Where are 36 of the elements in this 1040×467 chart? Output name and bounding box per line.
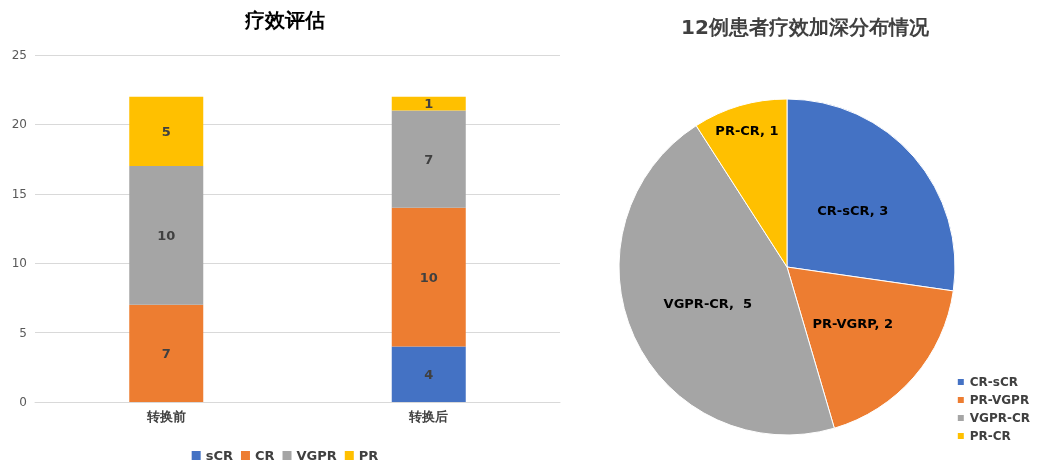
legend-label: sCR [205,448,233,463]
legend-label: VGPR-CR [969,411,1030,425]
data-label: PR-CR, 1 [715,123,779,139]
legend-label: PR-VGPR [969,393,1030,407]
data-label: 7 [424,151,434,167]
data-label: 1 [424,96,434,112]
y-tick-label: 10 [11,256,27,271]
legend-label: CR-sCR [969,375,1019,389]
bar [129,304,204,402]
data-label: 4 [424,366,434,382]
bar [391,346,466,402]
y-tick-label: 5 [19,325,27,340]
x-tick-label: 转换后 [408,409,449,424]
chart-title: 12例患者疗效加深分布情况 [681,15,930,39]
chart-title: 疗效评估 [244,8,325,32]
y-tick-label: 0 [19,395,27,409]
y-tick-label: 25 [11,48,27,62]
bar [391,207,466,347]
bar [391,96,466,111]
bar [391,110,466,208]
legend-label: CR [254,448,275,463]
legend-label: VGPR [296,448,337,463]
bar [129,166,204,305]
data-label: CR-sCR, 3 [817,202,889,218]
data-label: 5 [161,123,171,139]
y-tick-label: 15 [11,186,27,201]
data-label: 10 [157,227,176,243]
y-tick-label: 20 [11,117,27,132]
legend-label: PR [358,448,379,463]
data-label: VGPR-CR, 5 [663,295,753,311]
data-label: PR-VGRP, 2 [812,316,893,332]
data-label: 7 [161,345,171,361]
bar [129,96,204,167]
legend-label: PR-CR [969,429,1011,443]
data-label: 10 [419,269,438,285]
x-tick-label: 转换前 [145,409,186,424]
